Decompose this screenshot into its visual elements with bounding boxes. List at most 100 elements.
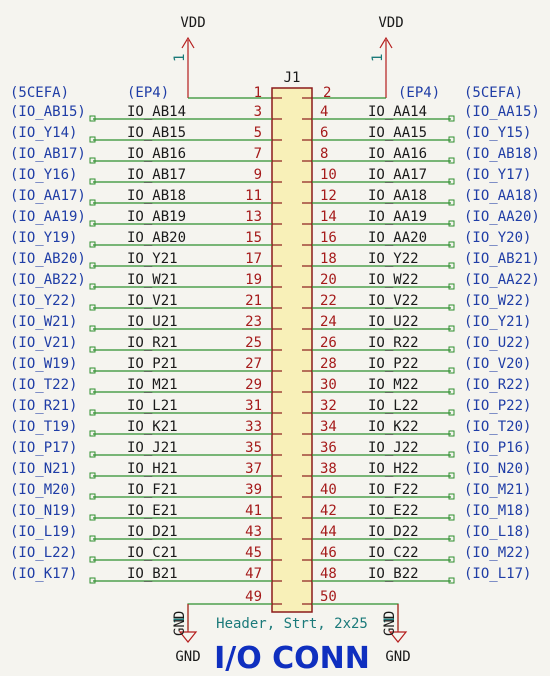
label-port-left bbox=[89, 451, 96, 458]
header-left-near: (EP4) bbox=[127, 85, 169, 101]
pin-number-left: 7 bbox=[254, 146, 262, 162]
pin-row: (IO_K17) IO_B21 47 48 IO_B22 (IO_L17) bbox=[10, 566, 531, 584]
left-alt-label: (IO_AB15) bbox=[10, 104, 86, 120]
pin-number-right: 24 bbox=[320, 314, 337, 330]
header-row: (5CEFA) (EP4) 1 2 (EP4) (5CEFA) bbox=[10, 85, 523, 101]
pin-49: 49 bbox=[245, 589, 262, 605]
pin-row: (IO_Y14) IO_AB15 5 6 IO_AA15 (IO_Y15) bbox=[10, 125, 531, 143]
right-net-label: IO_Y22 bbox=[368, 251, 419, 267]
pin-number-right: 18 bbox=[320, 251, 337, 267]
right-net-label: IO_V22 bbox=[368, 293, 419, 309]
label-port-left bbox=[89, 304, 96, 311]
pin-row: (IO_AB17) IO_AB16 7 8 IO_AA16 (IO_AB18) bbox=[10, 146, 540, 164]
label-port-right bbox=[448, 325, 455, 332]
label-port-left bbox=[89, 535, 96, 542]
right-net-label: IO_J22 bbox=[368, 440, 419, 456]
gnd-left-vertical-label: GND bbox=[172, 611, 188, 636]
pin-row: (IO_W19) IO_P21 27 28 IO_P22 (IO_V20) bbox=[10, 356, 531, 374]
pin-number-right: 6 bbox=[320, 125, 328, 141]
pin-number-left: 19 bbox=[245, 272, 262, 288]
pin-number-right: 8 bbox=[320, 146, 328, 162]
left-net-label: IO_E21 bbox=[127, 503, 178, 519]
label-port-left bbox=[89, 199, 96, 206]
left-net-label: IO_V21 bbox=[127, 293, 178, 309]
right-alt-label: (IO_N20) bbox=[464, 461, 531, 477]
right-alt-label: (IO_M18) bbox=[464, 503, 531, 519]
right-alt-label: (IO_T20) bbox=[464, 419, 531, 435]
right-alt-label: (IO_P22) bbox=[464, 398, 531, 414]
header-right-far: (5CEFA) bbox=[464, 85, 523, 101]
left-net-label: IO_U21 bbox=[127, 314, 178, 330]
right-alt-label: (IO_P16) bbox=[464, 440, 531, 456]
pin-rows: (IO_AB15) IO_AB14 3 4 IO_AA14 (IO_AA15)(IO_Y1… bbox=[10, 97, 540, 605]
label-port-left bbox=[89, 136, 96, 143]
left-alt-label: (IO_AB22) bbox=[10, 272, 86, 288]
label-port-left bbox=[89, 262, 96, 269]
pin-row: (IO_AB22) IO_W21 19 20 IO_W22 (IO_AA22) bbox=[10, 272, 540, 290]
pin-1: 1 bbox=[254, 85, 262, 101]
left-net-label: IO_R21 bbox=[127, 335, 178, 351]
left-alt-label: (IO_T22) bbox=[10, 377, 77, 393]
right-alt-label: (IO_R22) bbox=[464, 377, 531, 393]
label-port-right bbox=[448, 283, 455, 290]
pin-row: (IO_N21) IO_H21 37 38 IO_H22 (IO_N20) bbox=[10, 461, 531, 479]
pin-number-left: 17 bbox=[245, 251, 262, 267]
left-net-label: IO_F21 bbox=[127, 482, 178, 498]
label-port-right bbox=[448, 472, 455, 479]
right-alt-label: (IO_U22) bbox=[464, 335, 531, 351]
gnd-right-pin-one: 1 bbox=[382, 616, 398, 624]
header-right-near: (EP4) bbox=[398, 85, 440, 101]
label-port-right bbox=[448, 535, 455, 542]
vdd-right-label: VDD bbox=[378, 15, 403, 31]
label-port-right bbox=[448, 493, 455, 500]
left-net-label: IO_AB14 bbox=[127, 104, 186, 120]
left-net-label: IO_H21 bbox=[127, 461, 178, 477]
right-net-label: IO_B22 bbox=[368, 566, 419, 582]
gnd-right-symbol: 1 GND GND bbox=[312, 603, 411, 665]
label-port-left bbox=[89, 430, 96, 437]
pin-50: 50 bbox=[320, 589, 337, 605]
pin-number-right: 22 bbox=[320, 293, 337, 309]
right-net-label: IO_AA18 bbox=[368, 188, 427, 204]
right-alt-label: (IO_AA15) bbox=[464, 104, 540, 120]
pin-number-left: 25 bbox=[245, 335, 262, 351]
pin-number-left: 15 bbox=[245, 230, 262, 246]
right-alt-label: (IO_Y20) bbox=[464, 230, 531, 246]
right-alt-label: (IO_AB21) bbox=[464, 251, 540, 267]
pin-number-left: 5 bbox=[254, 125, 262, 141]
left-alt-label: (IO_P17) bbox=[10, 440, 77, 456]
label-port-left bbox=[89, 325, 96, 332]
pin-number-right: 4 bbox=[320, 104, 328, 120]
label-port-right bbox=[448, 388, 455, 395]
left-net-label: IO_L21 bbox=[127, 398, 178, 414]
label-port-right bbox=[448, 556, 455, 563]
pin-number-right: 12 bbox=[320, 188, 337, 204]
pin-number-right: 34 bbox=[320, 419, 337, 435]
vdd-left-symbol: VDD 1 bbox=[172, 15, 272, 99]
pin-number-left: 37 bbox=[245, 461, 262, 477]
pin-number-right: 14 bbox=[320, 209, 337, 225]
pin-number-left: 47 bbox=[245, 566, 262, 582]
right-alt-label: (IO_AA18) bbox=[464, 188, 540, 204]
pin-number-right: 48 bbox=[320, 566, 337, 582]
right-alt-label: (IO_M21) bbox=[464, 482, 531, 498]
left-alt-label: (IO_AA17) bbox=[10, 188, 86, 204]
label-port-right bbox=[448, 262, 455, 269]
right-alt-label: (IO_Y17) bbox=[464, 167, 531, 183]
label-port-left bbox=[89, 178, 96, 185]
pin-number-right: 38 bbox=[320, 461, 337, 477]
left-alt-label: (IO_AA19) bbox=[10, 209, 86, 225]
left-alt-label: (IO_K17) bbox=[10, 566, 77, 582]
pin-number-left: 39 bbox=[245, 482, 262, 498]
label-port-right bbox=[448, 157, 455, 164]
right-net-label: IO_P22 bbox=[368, 356, 419, 372]
gnd-right-label: GND bbox=[385, 649, 410, 665]
pin-row: (IO_R21) IO_L21 31 32 IO_L22 (IO_P22) bbox=[10, 398, 531, 416]
right-alt-label: (IO_Y15) bbox=[464, 125, 531, 141]
label-port-right bbox=[448, 430, 455, 437]
label-port-right bbox=[448, 220, 455, 227]
pin-2: 2 bbox=[323, 85, 331, 101]
pin-row: (IO_AB20) IO_Y21 17 18 IO_Y22 (IO_AB21) bbox=[10, 251, 540, 269]
label-port-left bbox=[89, 388, 96, 395]
right-net-label: IO_K22 bbox=[368, 419, 419, 435]
